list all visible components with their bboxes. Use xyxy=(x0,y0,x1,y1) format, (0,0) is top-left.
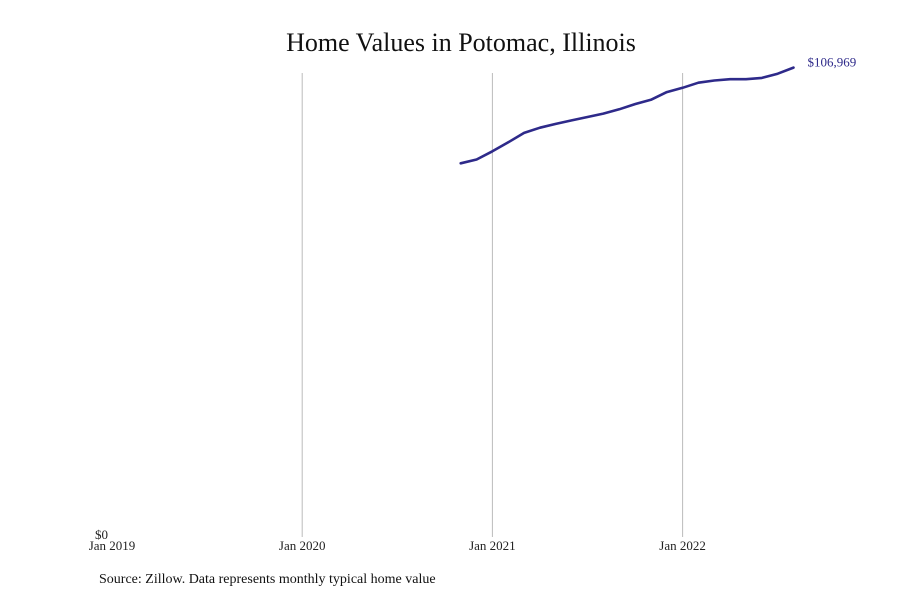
gridlines xyxy=(301,73,684,537)
x-tick-label: Jan 2020 xyxy=(279,538,326,553)
series-end-labels: $106,969 xyxy=(808,55,857,70)
series-line xyxy=(459,66,795,165)
chart-title: Home Values in Potomac, Illinois xyxy=(286,28,636,57)
y-tick-label: $0 xyxy=(95,527,108,542)
series-lines xyxy=(459,66,795,165)
axis-ticks: Jan 2019 Jan 2020 Jan 2021 Jan 2022 $0 xyxy=(89,527,706,553)
x-tick-label: Jan 2021 xyxy=(469,538,516,553)
x-tick-label: Jan 2019 xyxy=(89,538,136,553)
series-end-label: $106,969 xyxy=(808,55,857,70)
x-tick-label: Jan 2022 xyxy=(659,538,706,553)
source-note: Source: Zillow. Data represents monthly … xyxy=(99,572,436,587)
